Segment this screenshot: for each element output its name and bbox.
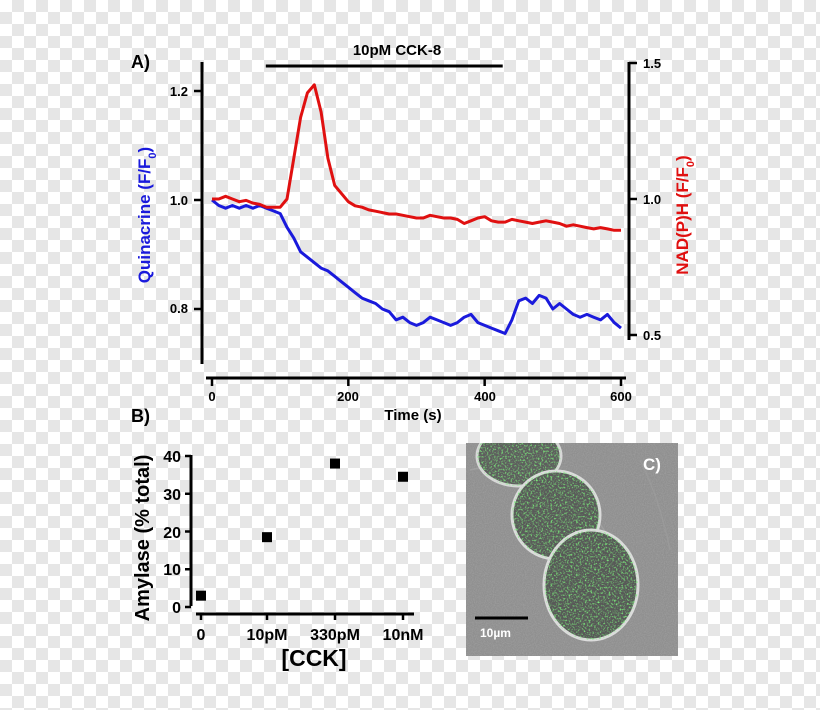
b-x-axis-title: [CCK] bbox=[281, 645, 346, 671]
panel-b-label: B) bbox=[131, 406, 150, 426]
fringe-ring bbox=[639, 459, 671, 551]
b-y-tick-label: 40 bbox=[163, 449, 181, 466]
panel-a-time-course: A) 10pM CCK-8 0.8 1.0 1.2 Quinacrine (F/… bbox=[131, 42, 697, 424]
right-y-axis: 0.5 1.0 1.5 NAD(P)H (F/F0) bbox=[627, 56, 697, 343]
stimulus-label: 10pM CCK-8 bbox=[353, 42, 441, 59]
b-x-tick-label: 330pM bbox=[310, 627, 360, 644]
left-y-tick-label: 0.8 bbox=[170, 301, 188, 316]
scale-bar-label: 10µm bbox=[480, 626, 511, 640]
b-x-tick-label: 10nM bbox=[383, 627, 424, 644]
b-x-tick-label: 0 bbox=[197, 627, 206, 644]
x-tick-label: 0 bbox=[208, 389, 215, 404]
b-y-tick-label: 10 bbox=[163, 562, 181, 579]
left-y-axis: 0.8 1.0 1.2 Quinacrine (F/F0) bbox=[135, 62, 204, 364]
x-axis: 0 200 400 600 Time (s) bbox=[206, 376, 632, 424]
x-tick-label: 600 bbox=[610, 389, 632, 404]
panel-c-label: C) bbox=[643, 455, 661, 474]
b-y-tick-label: 30 bbox=[163, 487, 181, 504]
panel-c-micrograph: C) 10µm bbox=[466, 443, 678, 656]
quinacrine-series-line bbox=[211, 198, 622, 335]
b-y-tick-label: 20 bbox=[163, 525, 181, 542]
amylase-point bbox=[330, 458, 340, 469]
amylase-point bbox=[196, 590, 206, 601]
right-y-tick-label: 1.5 bbox=[643, 56, 661, 71]
panel-a-label: A) bbox=[131, 52, 150, 72]
x-tick-label: 400 bbox=[474, 389, 496, 404]
right-y-tick-label: 1.0 bbox=[643, 192, 661, 207]
b-y-axis-title: Amylase (% total) bbox=[132, 455, 154, 622]
cell-bottom-fluorescence bbox=[544, 530, 638, 640]
x-tick-label: 200 bbox=[337, 389, 359, 404]
b-x-tick-label: 10pM bbox=[247, 627, 288, 644]
right-y-tick-label: 0.5 bbox=[643, 328, 661, 343]
left-y-tick-label: 1.0 bbox=[170, 193, 188, 208]
left-y-axis-title: Quinacrine (F/F0) bbox=[135, 147, 159, 283]
right-y-axis-title: NAD(P)H (F/F0) bbox=[673, 155, 697, 274]
nadph-series-line bbox=[212, 83, 621, 232]
left-y-tick-label: 1.2 bbox=[170, 84, 188, 99]
b-y-tick-label: 0 bbox=[172, 600, 181, 617]
amylase-point bbox=[398, 471, 408, 482]
amylase-point bbox=[262, 532, 272, 543]
panel-b-amylase-scatter: B) 0 10 20 30 40 0 10pM 330pM 10nM Amyla… bbox=[131, 406, 423, 671]
x-axis-title: Time (s) bbox=[384, 407, 441, 424]
